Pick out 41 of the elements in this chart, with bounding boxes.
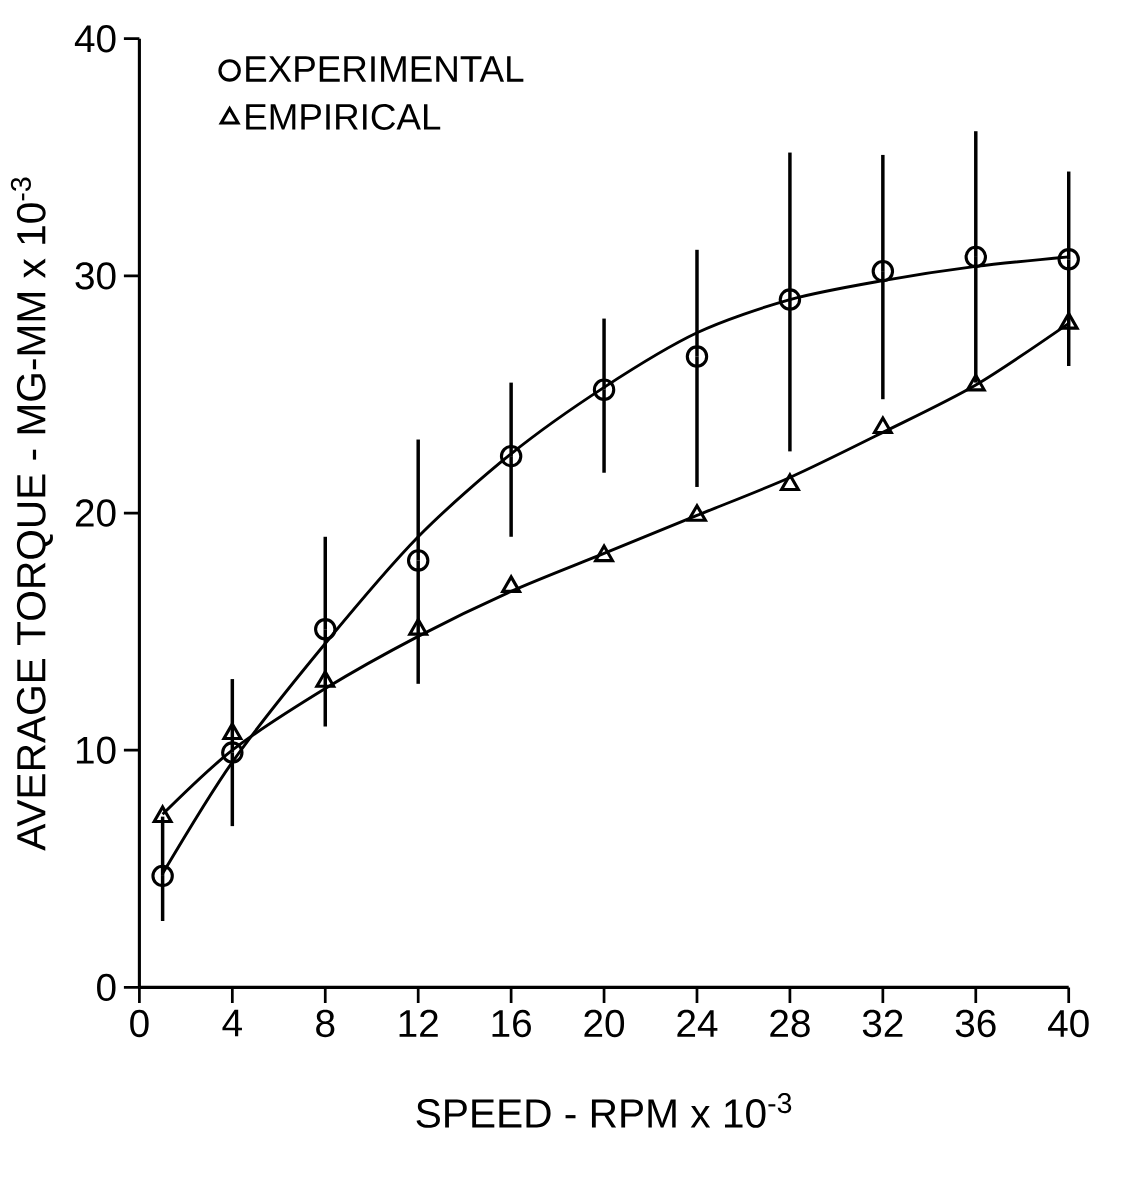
y-axis-title: AVERAGE TORQUE - MG-MM x 10$^{-3}$ (10, 177, 54, 851)
point (687, 504, 708, 522)
x-tick-label: 40 (1048, 1009, 1089, 1038)
x-tick-label: 24 (677, 1009, 718, 1037)
x-tick-label: 8 (316, 1009, 335, 1038)
x-tick-label: 32 (862, 1009, 903, 1038)
point (594, 544, 615, 563)
point (499, 444, 523, 468)
point (222, 722, 243, 741)
legend-label: EXPERIMENTAL (246, 56, 524, 82)
point (152, 805, 173, 824)
point (408, 618, 429, 636)
point (1057, 248, 1081, 271)
point (592, 378, 616, 401)
x-tick-label: 36 (955, 1009, 996, 1038)
point (315, 670, 336, 688)
x-axis-title: SPEED - RPM x 10$^{-3}$ (416, 1093, 792, 1128)
point (1058, 312, 1079, 330)
point (964, 245, 988, 269)
y-tick-label: 20 (76, 499, 116, 527)
legend-label: EMPIRICAL (246, 103, 441, 130)
x-tick-label: 4 (222, 1009, 243, 1037)
point (780, 473, 800, 491)
point (221, 741, 244, 764)
x-tick-label: 28 (770, 1009, 810, 1038)
point (314, 618, 337, 641)
point (685, 345, 709, 368)
y-tick-label: 40 (74, 25, 116, 53)
x-tick-label: 12 (399, 1009, 438, 1037)
y-tick-label: 30 (75, 262, 116, 290)
point (778, 288, 802, 311)
y-tick-label: 0 (97, 973, 116, 1002)
x-tick-label: 16 (492, 1009, 532, 1038)
point (871, 259, 895, 283)
x-tick-label: 0 (130, 1009, 149, 1038)
y-tick-label: 10 (77, 736, 116, 764)
point (501, 575, 522, 593)
point (407, 549, 430, 572)
point (873, 416, 893, 435)
x-tick-label: 20 (584, 1009, 625, 1038)
point (965, 373, 986, 392)
